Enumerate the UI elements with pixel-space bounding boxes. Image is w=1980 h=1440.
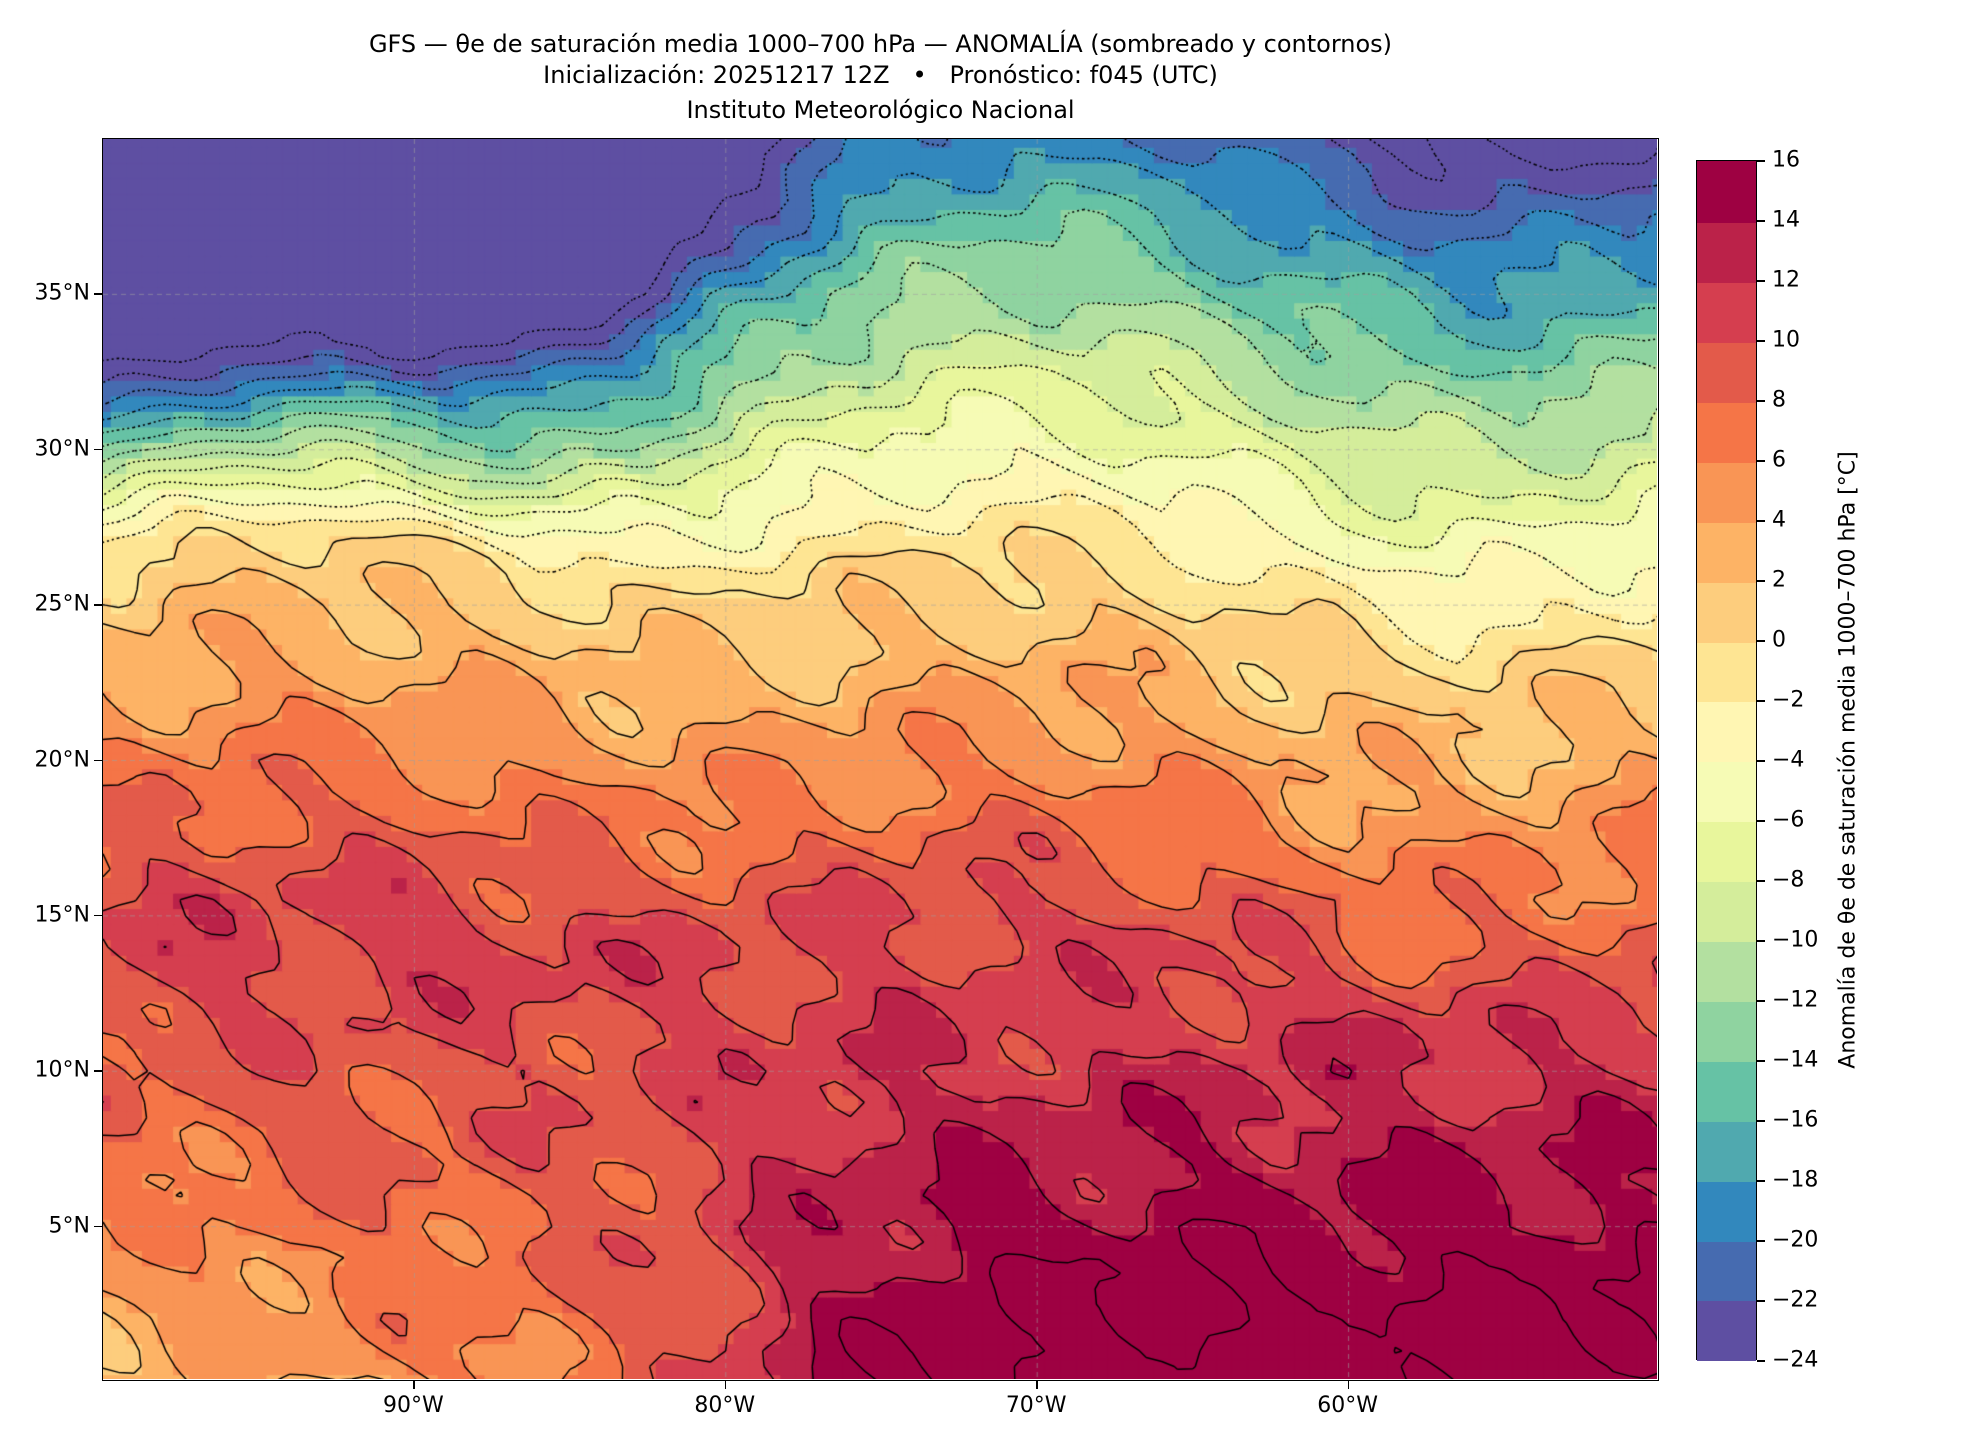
y-tick-label: 30°N — [34, 436, 90, 462]
colorbar-tick-label: 14 — [1772, 207, 1800, 233]
colorbar-tick-mark — [1757, 1360, 1765, 1362]
map-plot-area — [102, 138, 1659, 1381]
colorbar-tick-mark — [1757, 940, 1765, 942]
colorbar-segment — [1697, 1179, 1756, 1242]
colorbar-segment — [1697, 1299, 1756, 1362]
colorbar-tick-mark — [1757, 820, 1765, 822]
colorbar-segment — [1697, 700, 1756, 763]
colorbar-tick-mark — [1757, 220, 1765, 222]
colorbar-segment — [1697, 1119, 1756, 1182]
colorbar-tick-mark — [1757, 1000, 1765, 1002]
y-tick-mark — [94, 914, 102, 917]
colorbar-tick-label: −16 — [1772, 1107, 1819, 1133]
colorbar-tick-mark — [1757, 700, 1765, 702]
x-tick-mark — [724, 1381, 727, 1389]
colorbar-tick-label: −2 — [1772, 687, 1805, 713]
colorbar-segment — [1697, 1059, 1756, 1122]
y-tick-label: 10°N — [34, 1057, 90, 1083]
y-tick-mark — [94, 293, 102, 295]
colorbar-tick-mark — [1757, 460, 1765, 462]
colorbar-tick-mark — [1757, 280, 1765, 282]
y-tick-label: 20°N — [34, 747, 90, 772]
title-line-3: Instituto Meteorológico Nacional — [686, 96, 1075, 124]
colorbar-tick-label: 12 — [1772, 267, 1800, 293]
colorbar-segment — [1697, 640, 1756, 703]
y-tick-mark — [94, 1225, 102, 1228]
colorbar-tick-label: 4 — [1772, 507, 1786, 533]
colorbar-segment — [1697, 400, 1756, 463]
x-tick-mark — [1347, 1381, 1350, 1389]
colorbar-label: Anomalía de θe de saturación media 1000–… — [1835, 451, 1861, 1069]
colorbar-segment — [1697, 340, 1756, 403]
colorbar-tick-mark — [1757, 1120, 1765, 1122]
colorbar-tick-label: 8 — [1772, 387, 1786, 413]
colorbar-segment — [1697, 1239, 1756, 1302]
colorbar-tick-label: −10 — [1772, 927, 1819, 953]
title-line-2: Inicialización: 20251217 12Z • Pronóstic… — [543, 61, 1218, 89]
colorbar-tick-label: 10 — [1772, 327, 1800, 353]
y-tick-label: 5°N — [48, 1213, 90, 1239]
y-tick-label: 35°N — [34, 280, 90, 306]
colorbar-tick-mark — [1757, 1180, 1765, 1182]
y-tick-label: 25°N — [34, 591, 90, 617]
colorbar-tick-mark — [1757, 1060, 1765, 1062]
x-tick-label: 80°W — [694, 1393, 756, 1418]
y-tick-mark — [94, 604, 102, 606]
y-tick-mark — [94, 1070, 102, 1072]
colorbar-tick-mark — [1757, 1300, 1765, 1302]
colorbar-tick-label: −14 — [1772, 1047, 1819, 1073]
colorbar-segment — [1697, 580, 1756, 643]
colorbar-tick-label: −22 — [1772, 1287, 1819, 1313]
colorbar-segment — [1697, 760, 1756, 823]
colorbar-segment — [1697, 161, 1756, 224]
colorbar-segment — [1697, 520, 1756, 583]
x-tick-label: 90°W — [383, 1393, 444, 1418]
colorbar-tick-label: −8 — [1772, 867, 1805, 893]
colorbar-tick-label: −24 — [1772, 1347, 1819, 1373]
title-line-1: GFS — θe de saturación media 1000–700 hP… — [368, 30, 1393, 58]
y-tick-label: 15°N — [34, 902, 90, 928]
y-tick-mark — [94, 448, 102, 451]
colorbar-segment — [1697, 819, 1756, 883]
y-tick-mark — [94, 759, 102, 761]
colorbar-tick-mark — [1757, 640, 1765, 642]
colorbar-tick-mark — [1757, 160, 1765, 162]
anomaly-field — [103, 139, 1657, 1379]
colorbar-tick-label: −6 — [1772, 807, 1805, 833]
colorbar-tick-mark — [1757, 580, 1765, 582]
colorbar-segment — [1697, 220, 1756, 284]
colorbar-tick-label: −4 — [1772, 747, 1805, 773]
colorbar-segment — [1697, 999, 1756, 1062]
colorbar-segment — [1697, 879, 1756, 943]
x-tick-mark — [1036, 1381, 1038, 1389]
colorbar-tick-mark — [1757, 760, 1765, 762]
colorbar-segment — [1697, 939, 1756, 1002]
colorbar-tick-label: −20 — [1772, 1227, 1819, 1253]
colorbar-tick-label: 16 — [1772, 147, 1800, 173]
colorbar-tick-mark — [1757, 340, 1765, 342]
colorbar-tick-label: −12 — [1772, 987, 1819, 1013]
x-tick-label: 70°W — [1005, 1393, 1067, 1418]
x-tick-label: 60°W — [1317, 1393, 1378, 1418]
colorbar-segment — [1697, 460, 1756, 523]
colorbar-tick-label: −18 — [1772, 1167, 1819, 1193]
x-tick-mark — [413, 1381, 415, 1389]
colorbar-tick-label: 2 — [1772, 567, 1786, 593]
colorbar-segment — [1697, 280, 1756, 344]
colorbar-tick-mark — [1757, 880, 1765, 882]
colorbar-tick-label: 6 — [1772, 447, 1786, 473]
colorbar-tick-mark — [1757, 1240, 1765, 1242]
colorbar-tick-mark — [1757, 520, 1765, 522]
colorbar-tick-label: 0 — [1772, 627, 1786, 653]
colorbar-tick-mark — [1757, 400, 1765, 402]
colorbar — [1696, 160, 1757, 1362]
